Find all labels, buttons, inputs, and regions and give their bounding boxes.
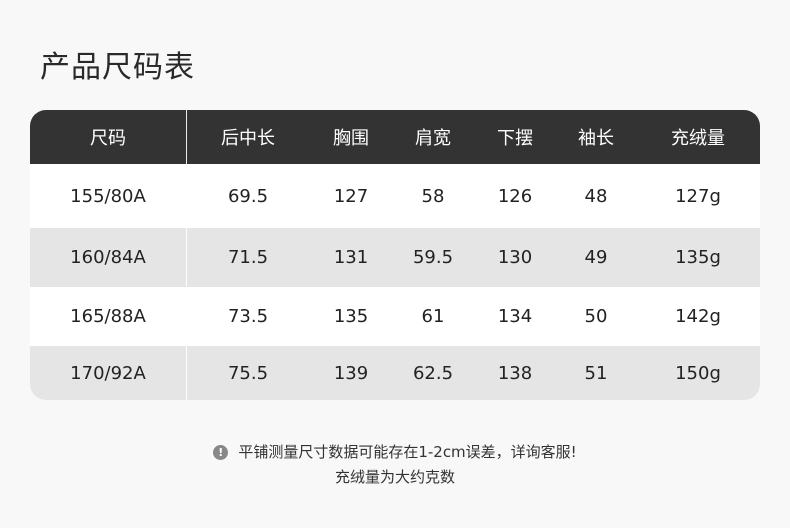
table-cell: 155/80A <box>70 185 146 207</box>
table-cell: 142g <box>675 306 721 327</box>
note-line-2: 充绒量为大约克数 <box>334 468 455 486</box>
table-cell: 131 <box>333 247 369 268</box>
table-cell: 165/88A <box>70 306 146 327</box>
table-cell: 130 <box>497 247 533 268</box>
table-cell: 49 <box>584 247 608 268</box>
table-cell: 135 <box>333 306 369 327</box>
table-row: 165/88A 73.5 135 61 134 50 142g <box>30 287 760 346</box>
exclamation-circle-icon: ! <box>213 445 229 460</box>
column-header: 后中长 <box>221 128 275 149</box>
table-cell: 69.5 <box>227 185 269 207</box>
table-cell: 150g <box>675 362 721 384</box>
table-cell: 170/92A <box>70 362 146 384</box>
table-row: 170/92A 75.5 139 62.5 138 51 150g <box>30 346 760 400</box>
table-cell: 59.5 <box>412 247 454 268</box>
table-cell: 58 <box>421 185 445 207</box>
table-cell: 135g <box>675 247 721 268</box>
column-header: 尺码 <box>90 128 126 149</box>
table-cell: 61 <box>421 306 445 327</box>
table-row: 155/80A 69.5 127 58 126 48 127g <box>30 164 760 228</box>
table-cell: 48 <box>584 185 608 207</box>
table-row: 160/84A 71.5 131 59.5 130 49 135g <box>30 228 760 287</box>
table-header: 尺码 后中长 胸围 肩宽 下摆 袖长 充绒量 <box>30 110 760 164</box>
note-line-1: ! 平铺测量尺寸数据可能存在1-2cm误差，详询客服! <box>0 441 790 462</box>
table-cell: 71.5 <box>227 247 269 268</box>
column-header: 胸围 <box>333 128 369 149</box>
size-table: 170/92A 75.5 139 62.5 138 51 150g 165/88A 73.5 13… <box>30 110 760 400</box>
table-cell: 127 <box>333 185 369 207</box>
table-cell: 134 <box>497 306 533 327</box>
page-title: 产品尺码表 <box>40 50 195 85</box>
column-header: 下摆 <box>497 128 533 149</box>
column-header: 充绒量 <box>671 128 725 149</box>
table-cell: 160/84A <box>70 247 146 268</box>
table-cell: 62.5 <box>412 362 454 384</box>
column-header: 肩宽 <box>415 128 451 149</box>
column-header: 袖长 <box>578 128 614 149</box>
column-divider <box>186 110 187 400</box>
table-cell: 126 <box>497 185 533 207</box>
table-cell: 73.5 <box>227 306 269 327</box>
note-text: 平铺测量尺寸数据可能存在1-2cm误差，详询客服! <box>238 443 577 461</box>
table-cell: 139 <box>333 362 369 384</box>
table-cell: 138 <box>497 362 533 384</box>
table-cell: 50 <box>584 306 608 327</box>
table-cell: 51 <box>584 362 608 384</box>
table-cell: 127g <box>675 185 721 207</box>
table-cell: 75.5 <box>227 362 269 384</box>
